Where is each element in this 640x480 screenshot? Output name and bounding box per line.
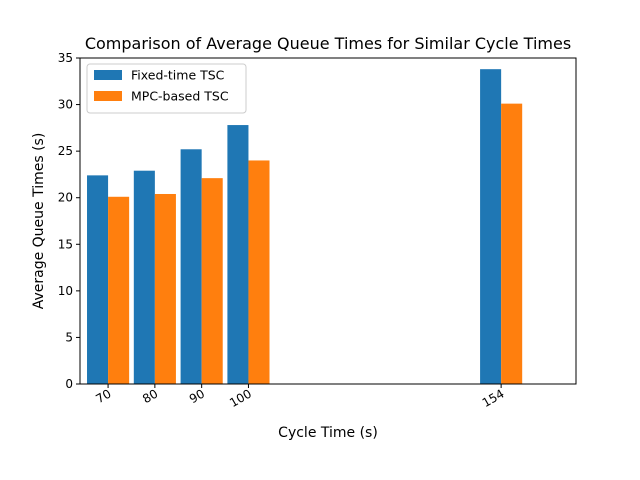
bar-fixed-100 xyxy=(227,125,249,384)
chart-title: Comparison of Average Queue Times for Si… xyxy=(85,34,571,53)
bars-group xyxy=(87,69,523,385)
x-axis-label: Cycle Time (s) xyxy=(278,425,378,441)
bar-mpc-80 xyxy=(154,193,176,384)
legend-label-mpc: MPC-based TSC xyxy=(131,89,229,104)
bar-fixed-70 xyxy=(87,175,109,384)
legend-box xyxy=(86,63,247,114)
plot-frame xyxy=(79,57,577,385)
bar-mpc-90 xyxy=(201,178,223,384)
bar-mpc-154 xyxy=(501,103,523,384)
x-tick-label-70: 70 xyxy=(93,386,113,406)
bar-fixed-90 xyxy=(180,149,202,384)
y-tick-label-15: 15 xyxy=(58,237,73,251)
y-tick-label-20: 20 xyxy=(58,191,73,205)
y-tick-label-30: 30 xyxy=(58,98,73,112)
legend-swatch-fixed xyxy=(94,70,122,80)
x-tick-label-80: 80 xyxy=(140,386,160,406)
bar-fixed-154 xyxy=(480,69,502,385)
legend-swatch-mpc xyxy=(94,91,122,101)
bar-mpc-100 xyxy=(248,160,270,384)
legend: Fixed-time TSC MPC-based TSC xyxy=(86,63,247,114)
y-tick-label-5: 5 xyxy=(65,330,73,344)
y-tick-label-35: 35 xyxy=(58,51,73,65)
legend-label-fixed: Fixed-time TSC xyxy=(131,68,225,83)
y-axis: 0 5 10 15 20 25 30 35 xyxy=(58,51,80,391)
bar-mpc-70 xyxy=(108,196,130,384)
x-tick-label-90: 90 xyxy=(187,386,207,406)
y-tick-label-0: 0 xyxy=(65,377,73,391)
y-axis-label: Average Queue Times (s) xyxy=(31,133,47,310)
y-tick-label-25: 25 xyxy=(58,144,73,158)
y-tick-label-10: 10 xyxy=(58,284,73,298)
bar-fixed-80 xyxy=(133,170,155,384)
